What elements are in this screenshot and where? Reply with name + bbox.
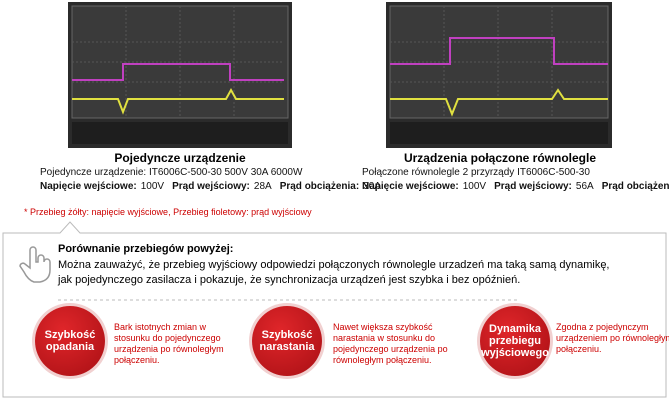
param-label: Napięcie wejściowe: bbox=[362, 181, 459, 192]
params: Napięcie wejściowe: 100V Prąd wejściowy: 56… bbox=[362, 181, 669, 192]
param-value: 100V bbox=[140, 181, 165, 192]
badge: Szybkość opadania bbox=[35, 306, 105, 376]
comparison-title: Porównanie przebiegów powyżej: bbox=[58, 243, 234, 255]
param-value: 28A bbox=[253, 181, 272, 192]
feature-text: Bark istotnych zmian w stosunku do pojed… bbox=[114, 322, 224, 365]
spec: Pojedyncze urządzenie: IT6006C-500-30 50… bbox=[40, 167, 303, 178]
caption: Urządzenia połączone równolegle bbox=[403, 151, 597, 165]
note: * Przebieg żółty: napięcie wyjściowe, Pr… bbox=[24, 207, 312, 217]
param-label: Prąd wejściowy: bbox=[172, 181, 250, 192]
param-value: 56A bbox=[575, 181, 594, 192]
scope-right bbox=[386, 2, 612, 148]
param-label: Napięcie wejściowe: bbox=[40, 181, 137, 192]
caption: Pojedyncze urządzenie bbox=[114, 151, 246, 165]
param-value: 30A bbox=[363, 181, 381, 192]
param-label: Prąd obciążenia: bbox=[279, 181, 360, 192]
comparison-text: Można zauważyć, że przebieg wyjściowy od… bbox=[58, 259, 610, 286]
badge: Szybkość narastania bbox=[252, 306, 322, 376]
hand-icon bbox=[19, 246, 51, 283]
badge: Dynamika przebiegu wyjściowego bbox=[480, 306, 550, 376]
feature-text: Zgodna z pojedynczym urządzeniem po równ… bbox=[556, 322, 669, 354]
param-value: 100V bbox=[462, 181, 487, 192]
params: Napięcie wejściowe: 100V Prąd wejściowy: 28… bbox=[40, 181, 389, 192]
feature-text: Nawet większa szybkość narastania w stos… bbox=[333, 322, 448, 365]
spec: Połączone równolegle 2 przyrządy IT6006C… bbox=[362, 167, 590, 178]
scope-left bbox=[68, 2, 292, 148]
param-label: Prąd obciążenia: bbox=[601, 181, 669, 192]
param-label: Prąd wejściowy: bbox=[494, 181, 572, 192]
